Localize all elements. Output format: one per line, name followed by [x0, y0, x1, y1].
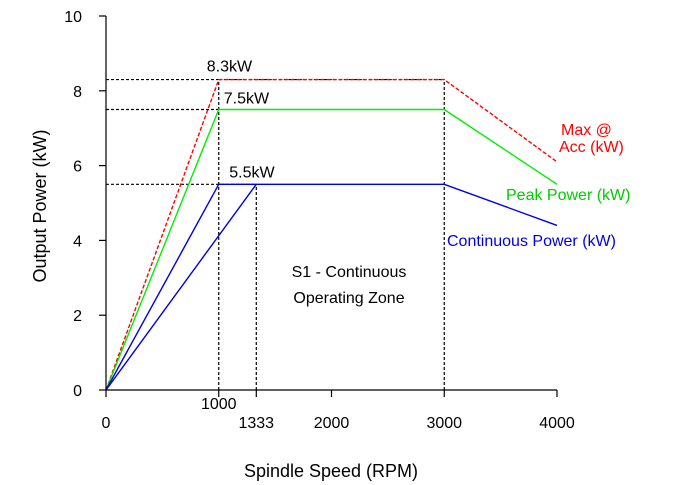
value-annotation-1: 7.5kW: [224, 91, 270, 108]
y-tick-label-2: 4: [73, 233, 82, 250]
series-line-2: [106, 184, 557, 390]
y-tick-label-5: 10: [64, 9, 82, 26]
zone-label-line-1: Operating Zone: [293, 290, 404, 307]
x-tick-label-4: 3000: [426, 415, 462, 432]
x-tick-label-0: 0: [102, 415, 111, 432]
y-tick-label-3: 6: [73, 159, 82, 176]
value-annotation-2: 5.5kW: [229, 164, 275, 181]
series-label-2-line-0: Continuous Power (kW): [447, 233, 616, 250]
series-label-1-line-0: Peak Power (kW): [506, 187, 630, 204]
x-axis-title: Spindle Speed (RPM): [244, 461, 418, 481]
x-tick-label-5: 4000: [539, 415, 575, 432]
x-tick-label-1: 1000: [201, 396, 237, 413]
zone-label-line-0: S1 - Continuous: [292, 264, 407, 281]
axes: [99, 16, 557, 397]
x-tick-label-2: 1333: [238, 415, 274, 432]
series-line-3: [106, 184, 256, 390]
series-label-0-line-0: Max @: [561, 122, 612, 139]
y-tick-label-1: 2: [73, 308, 82, 325]
reference-lines: [106, 80, 444, 390]
x-tick-label-3: 2000: [314, 415, 350, 432]
y-tick-label-0: 0: [73, 383, 82, 400]
y-tick-label-4: 8: [73, 84, 82, 101]
value-annotation-0: 8.3kW: [207, 59, 253, 76]
y-axis-title: Output Power (kW): [30, 129, 50, 282]
series-label-0-line-1: Acc (kW): [559, 139, 624, 156]
